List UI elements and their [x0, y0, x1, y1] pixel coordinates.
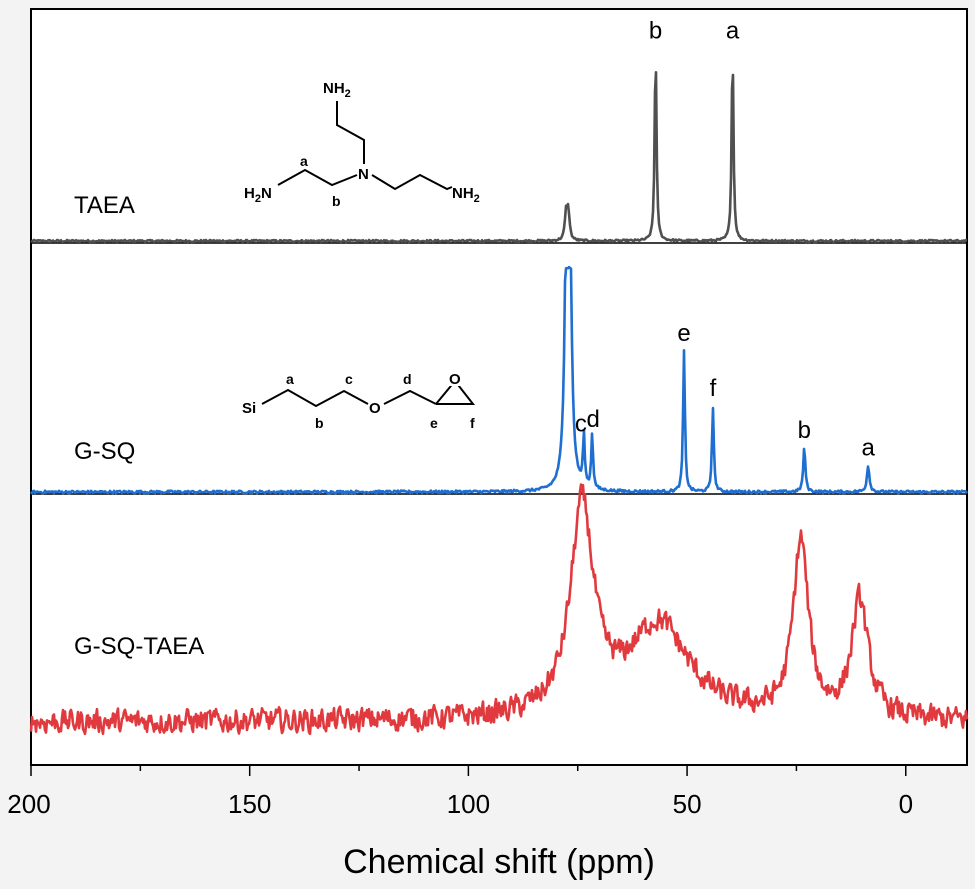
peak-label-g-sq-b: b	[798, 417, 811, 444]
taea-atom-n-center: N	[358, 166, 369, 183]
taea-atom-h2n-left: H2N	[244, 185, 272, 205]
series-line-g-sq	[29, 265, 969, 495]
series-line-g-sq-taea	[29, 483, 969, 736]
peak-label-g-sq-c: c	[575, 410, 587, 437]
taea-structure: NH2 H2N N NH2 a b	[244, 80, 480, 209]
peak-label-taea-b: b	[649, 17, 662, 44]
peak-label-g-sq-a: a	[862, 435, 876, 462]
x-tick-label: 100	[447, 789, 490, 819]
peak-labels: b a c d e f b a	[575, 17, 876, 461]
series-line-taea	[30, 71, 968, 244]
x-tick-label: 150	[228, 789, 271, 819]
gsq-atom-si: Si	[242, 400, 256, 417]
taea-label-a: a	[300, 153, 308, 169]
gsq-label-a: a	[286, 371, 294, 387]
series-name-gsq-taea: G-SQ-TAEA	[74, 633, 204, 660]
gsq-label-b: b	[315, 415, 324, 431]
gsq-label-e: e	[430, 415, 438, 431]
gsq-label-d: d	[403, 371, 412, 387]
x-tick-label: 200	[7, 789, 50, 819]
series-name-taea: TAEA	[74, 192, 135, 219]
gsq-structure: Si O O a b c d e f	[242, 369, 476, 431]
peak-label-g-sq-e: e	[677, 320, 690, 347]
x-tick-label: 0	[899, 789, 913, 819]
gsq-label-f: f	[470, 415, 475, 431]
x-tick-label: 50	[673, 789, 702, 819]
taea-label-b: b	[332, 193, 341, 209]
taea-atom-nh2-top: NH2	[323, 80, 351, 100]
peak-label-g-sq-d: d	[587, 406, 600, 433]
peak-label-taea-a: a	[726, 17, 740, 44]
x-axis: 200 150 100 50 0	[7, 765, 913, 819]
peak-label-g-sq-f: f	[710, 375, 717, 402]
gsq-atom-o-epoxide: O	[449, 371, 461, 388]
gsq-label-c: c	[345, 371, 353, 387]
spectra-traces	[29, 71, 969, 736]
taea-atom-nh2-right: NH2	[452, 185, 480, 205]
series-name-gsq: G-SQ	[74, 438, 135, 465]
x-axis-label: Chemical shift (ppm)	[343, 843, 655, 881]
gsq-atom-o-ether: O	[369, 400, 381, 417]
